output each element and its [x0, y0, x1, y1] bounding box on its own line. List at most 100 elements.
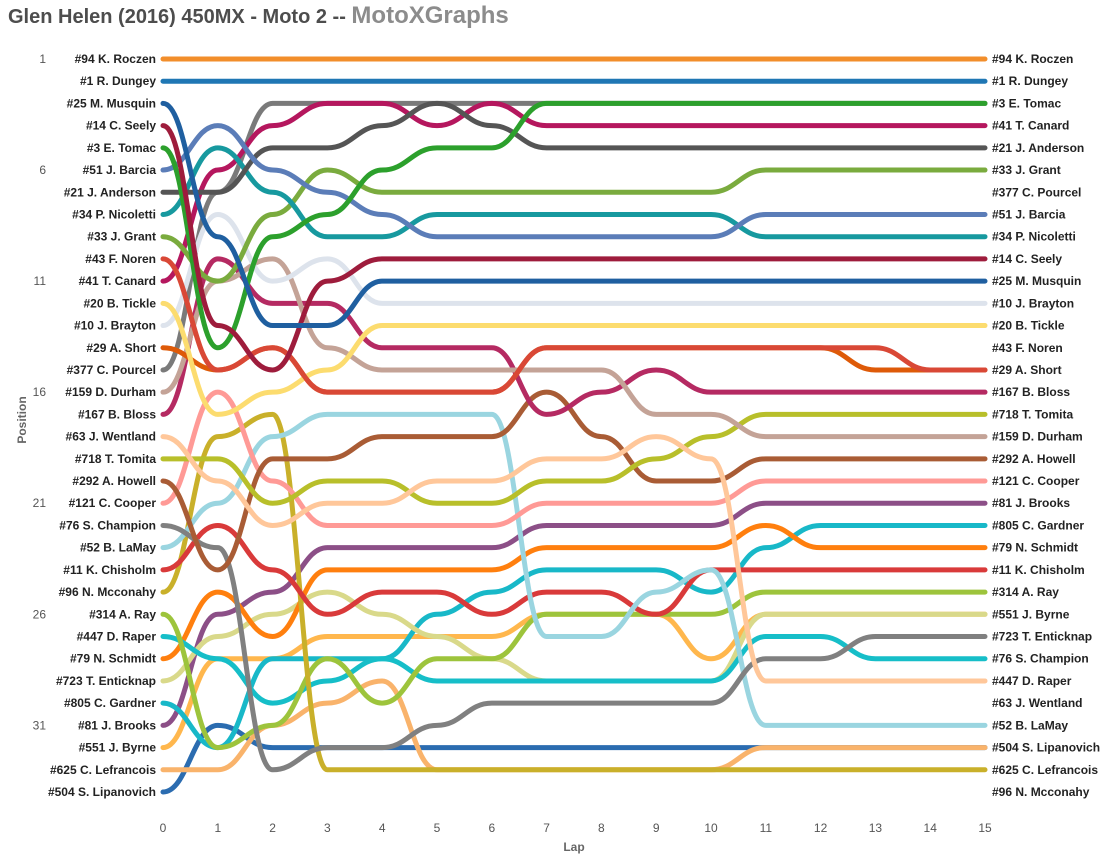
start-position-label: #10 J. Brayton [74, 319, 156, 333]
x-axis-title: Lap [563, 840, 584, 854]
x-tick-label: 11 [760, 821, 773, 835]
end-position-label: #21 J. Anderson [992, 141, 1084, 155]
end-position-label: #292 A. Howell [992, 452, 1076, 466]
end-position-label: #1 R. Dungey [992, 74, 1068, 88]
x-tick-label: 15 [978, 821, 992, 835]
series-line [160, 434, 988, 684]
start-position-label: #94 K. Roczen [75, 52, 156, 66]
end-labels: #94 K. Roczen #1 R. Dungey #3 E. Tomac #41 … [992, 52, 1100, 799]
start-position-label: #11 K. Chisholm [63, 563, 156, 577]
y-tick-label: 11 [34, 274, 47, 288]
start-position-label: #76 S. Champion [59, 518, 156, 532]
series-line [160, 634, 988, 706]
start-position-label: #723 T. Enticknap [56, 674, 156, 688]
end-position-label: #504 S. Lipanovich [992, 741, 1100, 755]
end-position-label: #76 S. Champion [992, 652, 1089, 666]
series-line [160, 522, 988, 662]
start-position-label: #34 P. Nicoletti [72, 207, 156, 221]
y-tick-label: 31 [33, 718, 47, 732]
y-tick-label: 16 [33, 385, 47, 399]
x-tick-label: 3 [324, 821, 331, 835]
end-position-label: #51 J. Barcia [992, 207, 1066, 221]
start-position-label: #29 A. Short [86, 341, 156, 355]
series-line [160, 100, 988, 284]
series-line [160, 522, 988, 773]
series-line [160, 522, 988, 751]
start-position-label: #447 D. Raper [77, 630, 157, 644]
end-position-label: #79 N. Schmidt [992, 541, 1078, 555]
series-line [160, 256, 988, 395]
end-position-label: #14 C. Seely [992, 252, 1062, 266]
chart-title: Glen Helen (2016) 450MX - Moto 2 -- Moto… [8, 2, 509, 30]
y-tick-label: 21 [33, 496, 47, 510]
end-position-label: #447 D. Raper [992, 674, 1072, 688]
x-tick-label: 14 [924, 821, 938, 835]
series-line [160, 100, 988, 195]
y-axis-title: Position [15, 396, 29, 443]
series-line [160, 722, 988, 795]
title-main: Glen Helen (2016) 450MX - Moto 2 -- [8, 6, 346, 28]
series-line [160, 411, 988, 506]
start-labels: #94 K. Roczen #1 R. Dungey #25 M. Musquin #… [48, 52, 156, 799]
start-position-label: #718 T. Tomita [75, 452, 156, 466]
end-position-label: #167 B. Bloss [992, 385, 1070, 399]
end-position-label: #29 A. Short [992, 363, 1062, 377]
end-position-label: #96 N. Mcconahy [992, 785, 1090, 799]
start-position-label: #81 J. Brooks [78, 718, 156, 732]
end-position-label: #625 C. Lefrancois [992, 763, 1098, 777]
series-line [160, 300, 988, 417]
series-line [160, 256, 988, 440]
y-tick-label: 6 [39, 163, 46, 177]
series-line [160, 100, 988, 351]
x-tick-label: 10 [704, 821, 718, 835]
y-tick-label: 26 [33, 607, 47, 621]
series-line [160, 256, 988, 417]
start-position-label: #1 R. Dungey [80, 74, 156, 88]
y-tick-label: 1 [39, 52, 46, 66]
end-position-label: #121 C. Cooper [992, 474, 1080, 488]
start-position-label: #314 A. Ray [89, 607, 156, 621]
x-tick-label: 4 [379, 821, 386, 835]
series-line [160, 522, 988, 617]
x-tick-label: 9 [653, 821, 660, 835]
start-position-label: #504 S. Lipanovich [48, 785, 156, 799]
x-tick-label: 13 [869, 821, 883, 835]
start-position-label: #377 C. Pourcel [67, 363, 156, 377]
end-position-label: #3 E. Tomac [992, 96, 1061, 110]
x-tick-label: 2 [269, 821, 276, 835]
end-position-label: #25 M. Musquin [992, 274, 1081, 288]
start-position-label: #14 C. Seely [86, 119, 156, 133]
start-position-label: #159 D. Durham [65, 385, 156, 399]
series-line [160, 123, 988, 373]
end-position-label: #11 K. Chisholm [992, 563, 1085, 577]
start-position-label: #3 E. Tomac [87, 141, 156, 155]
end-position-label: #718 T. Tomita [992, 407, 1073, 421]
end-position-label: #43 F. Noren [992, 341, 1063, 355]
start-position-label: #25 M. Musquin [67, 96, 156, 110]
end-position-label: #159 D. Durham [992, 430, 1083, 444]
start-position-label: #167 B. Bloss [78, 407, 156, 421]
end-position-label: #20 B. Tickle [992, 319, 1065, 333]
end-position-label: #81 J. Brooks [992, 496, 1070, 510]
start-position-label: #625 C. Lefrancois [50, 763, 156, 777]
x-tick-label: 12 [814, 821, 828, 835]
start-position-label: #121 C. Cooper [69, 496, 157, 510]
series-line [160, 167, 988, 284]
end-position-label: #377 C. Pourcel [992, 185, 1081, 199]
series-line [160, 389, 988, 573]
start-position-label: #79 N. Schmidt [70, 652, 156, 666]
end-position-label: #10 J. Brayton [992, 296, 1074, 310]
start-position-label: #51 J. Barcia [83, 163, 157, 177]
start-position-label: #96 N. Mcconahy [59, 585, 157, 599]
start-position-label: #20 B. Tickle [84, 296, 157, 310]
end-position-label: #805 C. Gardner [992, 518, 1084, 532]
start-position-label: #33 J. Grant [87, 230, 156, 244]
series-line [160, 389, 988, 528]
end-position-label: #52 B. LaMay [992, 718, 1068, 732]
brand-logo: MotoXGraphs [351, 2, 509, 29]
end-position-label: #34 P. Nicoletti [992, 230, 1076, 244]
x-tick-label: 0 [160, 821, 167, 835]
start-position-label: #63 J. Wentland [66, 430, 156, 444]
start-position-label: #52 B. LaMay [80, 541, 156, 555]
